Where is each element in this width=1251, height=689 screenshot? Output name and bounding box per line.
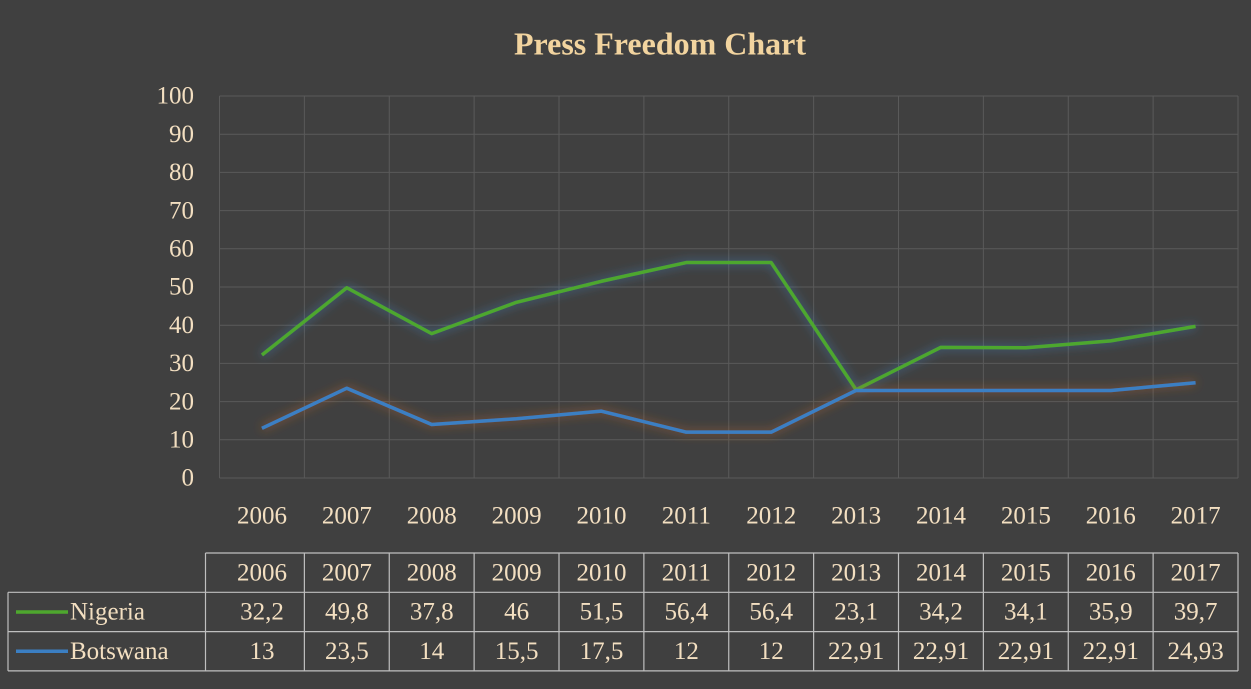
legend-label: Nigeria (70, 599, 145, 626)
y-tick-label: 20 (169, 388, 194, 415)
table-value: 56,4 (664, 599, 708, 626)
y-tick-label: 90 (169, 121, 194, 148)
y-tick-label: 50 (169, 274, 194, 301)
x-tick-label: 2016 (1086, 503, 1136, 530)
table-value: 22,91 (1083, 638, 1139, 665)
table-header: 2010 (576, 559, 626, 586)
table-value: 56,4 (749, 599, 793, 626)
series-line (260, 260, 1196, 392)
table-header: 2013 (831, 559, 881, 586)
table-value: 51,5 (580, 599, 624, 626)
table-header: 2007 (322, 559, 372, 586)
y-tick-label: 30 (169, 350, 194, 377)
table-value: 34,2 (919, 599, 963, 626)
table-value: 22,91 (913, 638, 969, 665)
table-value: 23,5 (325, 638, 369, 665)
table-header: 2008 (407, 559, 457, 586)
table-header: 2006 (237, 559, 287, 586)
y-tick-label: 0 (182, 465, 195, 492)
y-tick-label: 40 (169, 312, 194, 339)
y-tick-label: 60 (169, 236, 194, 263)
y-tick-label: 100 (157, 83, 195, 110)
table-value: 34,1 (1004, 599, 1048, 626)
table-value: 15,5 (495, 638, 539, 665)
x-tick-label: 2013 (831, 503, 881, 530)
x-tick-label: 2012 (746, 503, 796, 530)
x-tick-label: 2011 (662, 503, 711, 530)
x-tick-label: 2010 (576, 503, 626, 530)
x-tick-label: 2014 (916, 503, 967, 530)
x-tick-label: 2007 (322, 503, 372, 530)
table-value: 37,8 (410, 599, 454, 626)
table-value: 22,91 (828, 638, 884, 665)
table-value: 35,9 (1089, 599, 1133, 626)
series-line (261, 381, 1196, 434)
table-value: 22,91 (998, 638, 1054, 665)
table-value: 39,7 (1174, 599, 1218, 626)
table-header: 2015 (1001, 559, 1051, 586)
table-header: 2014 (916, 559, 967, 586)
table-value: 12 (759, 638, 784, 665)
table-header: 2011 (662, 559, 711, 586)
table-value: 24,93 (1167, 638, 1223, 665)
chart-title: Press Freedom Chart (514, 25, 806, 61)
y-tick-label: 70 (169, 197, 194, 224)
x-tick-label: 2006 (237, 503, 287, 530)
table-header: 2009 (492, 559, 542, 586)
table-header: 2012 (746, 559, 796, 586)
y-tick-label: 10 (169, 427, 194, 454)
table-value: 23,1 (834, 599, 878, 626)
x-tick-label: 2009 (492, 503, 542, 530)
x-tick-label: 2017 (1171, 503, 1221, 530)
table-value: 13 (249, 638, 274, 665)
table-header: 2017 (1171, 559, 1221, 586)
table-value: 46 (504, 599, 529, 626)
legend-label: Botswana (70, 638, 169, 665)
table-value: 12 (674, 638, 699, 665)
table-header: 2016 (1086, 559, 1136, 586)
table-value: 32,2 (240, 599, 284, 626)
x-tick-label: 2015 (1001, 503, 1051, 530)
table-value: 17,5 (580, 638, 624, 665)
table-value: 49,8 (325, 599, 369, 626)
x-tick-label: 2008 (407, 503, 457, 530)
table-value: 14 (419, 638, 445, 665)
y-tick-label: 80 (169, 159, 194, 186)
